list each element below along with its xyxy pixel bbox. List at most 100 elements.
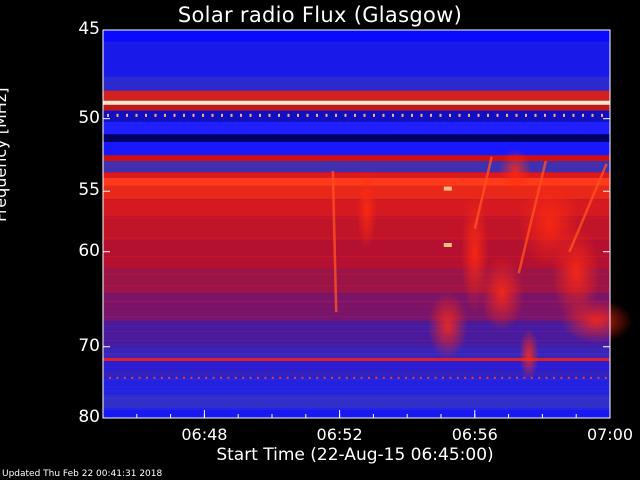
texture-line <box>103 256 610 258</box>
interference-dot <box>392 113 394 117</box>
hotspot <box>443 242 452 247</box>
frequency-band <box>103 121 610 135</box>
frequency-band <box>103 30 610 42</box>
x-tick-label: 06:52 <box>316 425 363 444</box>
texture-line <box>103 217 610 219</box>
y-tick-label: 60 <box>78 240 100 261</box>
interference-dot <box>479 376 481 379</box>
interference-dot <box>316 113 318 117</box>
interference-dot <box>323 376 326 379</box>
interference-dot <box>501 376 504 379</box>
interference-dot <box>211 113 214 117</box>
burst-streak <box>331 170 338 313</box>
frequency-band <box>103 161 610 173</box>
interference-dot <box>294 376 296 379</box>
interference-dot <box>268 113 271 117</box>
interference-dot <box>297 113 299 117</box>
interference-dot <box>405 376 407 379</box>
texture-line <box>103 204 610 206</box>
interference-dot <box>116 376 119 379</box>
interference-dot <box>420 113 423 117</box>
interference-dot <box>477 113 480 117</box>
texture-line <box>103 415 610 417</box>
interference-dot <box>604 376 607 379</box>
interference-dot <box>397 376 400 379</box>
interference-dot <box>493 376 496 379</box>
texture-line <box>103 273 610 275</box>
interference-dot <box>221 113 223 117</box>
plot-axes <box>102 29 611 419</box>
texture-line <box>103 306 610 308</box>
hotspot <box>443 186 452 191</box>
interference-dot <box>279 376 282 379</box>
frequency-band <box>103 172 610 178</box>
interference-dot <box>582 376 585 379</box>
interference-dot <box>126 113 128 117</box>
interference-dot <box>325 113 328 117</box>
y-tick-label: 50 <box>78 107 100 128</box>
interference-dot <box>197 376 200 379</box>
frequency-band <box>103 41 610 77</box>
interference-dot <box>107 113 109 117</box>
texture-line <box>103 366 610 368</box>
texture-line <box>103 412 610 414</box>
interference-dot <box>109 376 111 379</box>
interference-dot <box>183 376 185 379</box>
interference-dot <box>419 376 422 379</box>
frequency-band <box>103 361 610 371</box>
interference-dot <box>496 113 499 117</box>
x-axis-label: Start Time (22-Aug-15 06:45:00) <box>216 445 494 465</box>
texture-line <box>103 353 610 355</box>
texture-line <box>103 357 610 359</box>
interference-dot <box>363 113 366 117</box>
interference-dot <box>135 113 138 117</box>
interference-dot <box>145 113 147 117</box>
texture-line <box>103 401 610 403</box>
y-tick-label: 70 <box>78 335 100 356</box>
frequency-band <box>103 377 610 396</box>
frequency-band <box>103 104 610 111</box>
frequency-band <box>103 408 610 418</box>
texture-line <box>103 311 610 313</box>
interference-dot <box>411 113 413 117</box>
interference-dot <box>168 376 171 379</box>
y-tick-label: 45 <box>78 19 100 39</box>
spectrogram-image <box>103 30 633 418</box>
interference-dot <box>249 113 252 117</box>
x-tick-label: 06:56 <box>451 425 498 444</box>
interference-dot <box>240 113 242 117</box>
texture-line <box>103 296 610 297</box>
interference-dot <box>486 376 489 379</box>
frequency-band <box>103 141 610 156</box>
interference-dot <box>123 376 126 379</box>
texture-line <box>103 224 610 226</box>
interference-dot <box>160 376 163 379</box>
interference-dot <box>439 113 442 117</box>
interference-dot <box>131 376 134 379</box>
chart-title: Solar radio Flux (Glasgow) <box>177 3 463 27</box>
interference-dot <box>287 113 290 117</box>
interference-dot <box>601 113 603 117</box>
interference-dot <box>382 376 385 379</box>
frequency-band <box>103 357 610 362</box>
interference-dot <box>345 376 348 379</box>
texture-line <box>103 374 610 376</box>
interference-dot <box>205 376 208 379</box>
interference-dot <box>430 113 432 117</box>
interference-dot <box>249 376 252 379</box>
interference-dot <box>153 376 156 379</box>
interference-dot <box>192 113 195 117</box>
interference-dot <box>597 376 600 379</box>
interference-dot <box>567 376 570 379</box>
texture-line <box>103 243 610 245</box>
frequency-band <box>103 155 610 162</box>
burst-streak <box>473 156 493 230</box>
interference-dot <box>412 376 415 379</box>
interference-dot <box>545 376 548 379</box>
texture-line <box>103 340 610 342</box>
texture-line <box>103 362 610 364</box>
interference-dot <box>449 113 451 117</box>
interference-dot <box>316 376 319 379</box>
interference-dot <box>582 113 584 117</box>
